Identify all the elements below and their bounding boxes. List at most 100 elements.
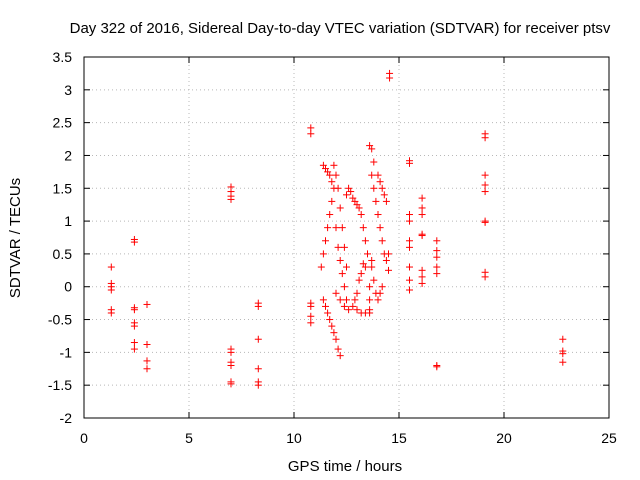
data-point [338, 270, 346, 278]
data-point [357, 270, 365, 278]
data-point [307, 302, 315, 310]
data-point [330, 161, 338, 169]
data-point [559, 358, 567, 366]
data-point [433, 237, 441, 245]
data-point [355, 204, 363, 212]
data-point [107, 309, 115, 317]
data-point [347, 188, 355, 196]
data-point [107, 286, 115, 294]
data-point [254, 365, 262, 373]
data-point [353, 306, 361, 314]
data-point [366, 296, 374, 304]
data-point [481, 181, 489, 189]
data-point [361, 263, 369, 271]
data-point [227, 361, 235, 369]
y-tick-label: -2 [60, 410, 73, 426]
data-point [130, 339, 138, 347]
data-point [406, 211, 413, 219]
data-point [307, 130, 315, 138]
data-point [376, 224, 384, 232]
x-tick-label: 15 [391, 430, 407, 446]
data-point [319, 296, 327, 304]
data-point [227, 380, 235, 388]
data-point [334, 184, 342, 192]
data-point [364, 250, 371, 258]
data-point [418, 266, 426, 274]
data-point [326, 316, 334, 324]
data-point [366, 309, 374, 317]
data-point [368, 256, 376, 264]
data-point [406, 263, 413, 271]
data-point [406, 237, 413, 245]
data-point [376, 289, 384, 297]
y-tick-label: 3.5 [53, 49, 73, 65]
x-tick-label: 25 [601, 430, 617, 446]
data-point [319, 250, 327, 258]
data-point [370, 276, 378, 284]
data-point [368, 263, 376, 271]
data-point [433, 247, 441, 255]
y-tick-label: 3 [64, 82, 72, 98]
grid-lines [84, 57, 609, 418]
y-tick-label: 2 [64, 147, 72, 163]
y-tick-label: -0.5 [48, 312, 72, 328]
data-point [418, 194, 426, 202]
data-point [374, 171, 382, 179]
data-point [433, 263, 441, 271]
data-point [418, 232, 426, 240]
data-point [355, 276, 363, 284]
data-point [433, 363, 441, 371]
data-point [385, 250, 392, 258]
data-point [406, 217, 413, 225]
data-point [328, 178, 336, 186]
data-point [340, 302, 348, 310]
x-tick-label: 10 [286, 430, 302, 446]
data-point [336, 352, 344, 360]
data-point [382, 256, 390, 264]
data-point [559, 335, 567, 343]
data-point [418, 273, 426, 281]
data-point [332, 335, 340, 343]
data-point [322, 237, 329, 245]
data-point [386, 74, 394, 82]
data-point [380, 191, 388, 199]
data-point [338, 224, 346, 232]
data-point [328, 197, 336, 205]
data-point [378, 237, 386, 245]
tick-labels: 0 5 10 15 20 25 -2 -1.5 -1 -0.5 0 0.5 1 1.5 2 2.5 3 3.5 [48, 49, 617, 446]
data-point [433, 270, 441, 278]
data-point [227, 348, 235, 356]
data-point [368, 171, 376, 179]
plot-frame [83, 56, 610, 419]
x-tick-label: 5 [185, 430, 193, 446]
data-point [324, 309, 332, 317]
data-point [130, 238, 138, 246]
data-point [406, 286, 413, 294]
data-point [343, 191, 350, 199]
data-point [326, 171, 334, 179]
data-point [143, 300, 151, 308]
data-point [332, 171, 340, 179]
x-axis-label: GPS time / hours [288, 458, 402, 475]
data-point [382, 197, 390, 205]
axis-ticks [83, 56, 610, 419]
data-point [370, 184, 378, 192]
data-point [130, 322, 138, 330]
data-point [372, 197, 380, 205]
data-point [378, 184, 386, 192]
data-point [343, 296, 350, 304]
data-point [254, 381, 262, 389]
data-point [481, 171, 489, 179]
data-point [307, 319, 315, 327]
data-point [351, 296, 359, 304]
data-point [361, 237, 369, 245]
data-point [254, 302, 262, 310]
data-point [406, 276, 413, 284]
data-point [418, 211, 426, 219]
data-point [340, 243, 348, 251]
data-point [345, 306, 353, 314]
data-point [418, 279, 426, 287]
x-tick-label: 0 [80, 430, 88, 446]
data-point [481, 134, 489, 142]
data-point [143, 357, 151, 365]
